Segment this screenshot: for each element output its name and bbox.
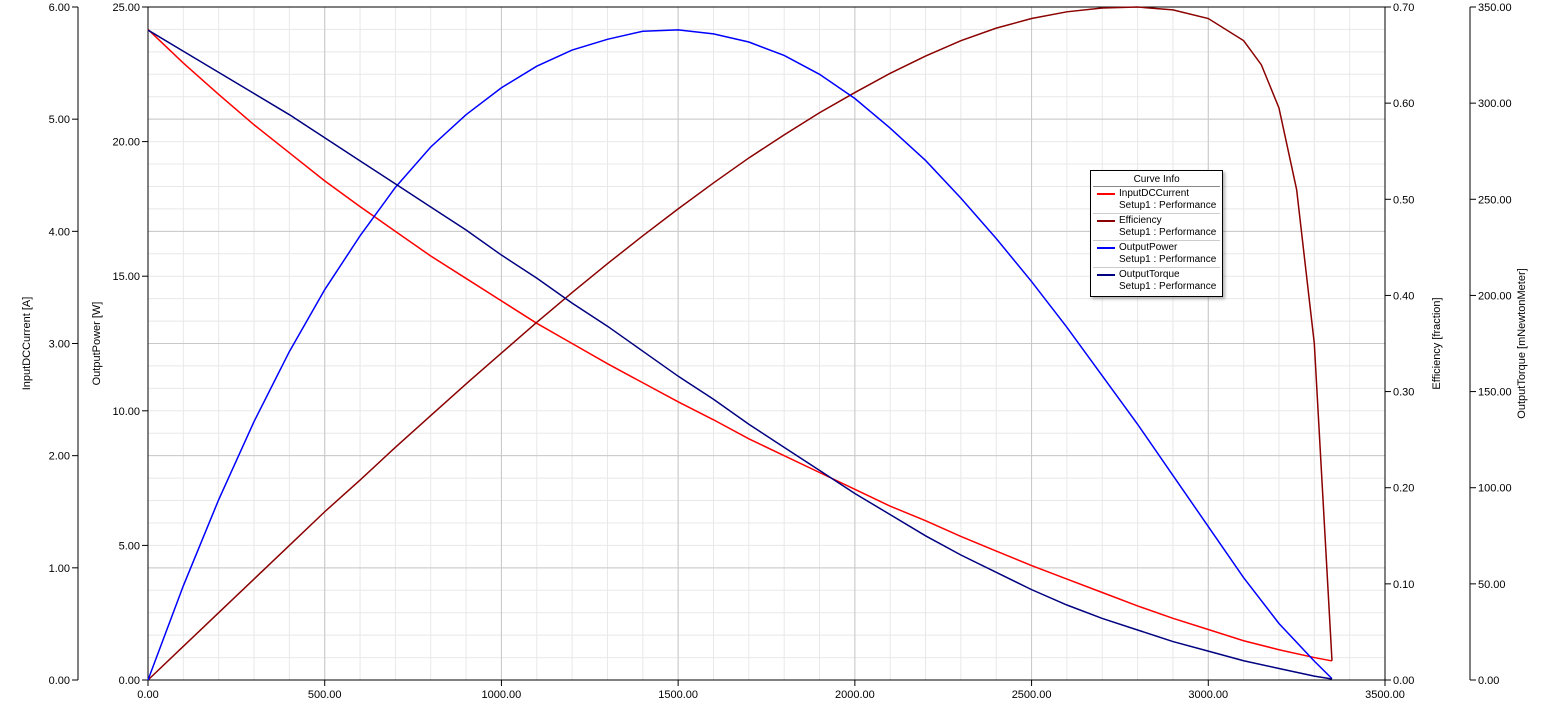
legend-text: InputDCCurrentSetup1 : Performance <box>1119 188 1216 212</box>
svg-text:0.60: 0.60 <box>1393 98 1414 110</box>
legend-swatch <box>1097 247 1115 249</box>
svg-text:1500.00: 1500.00 <box>658 689 698 701</box>
legend-item-inputdccurrent: InputDCCurrentSetup1 : Performance <box>1093 187 1220 214</box>
legend-text: OutputTorqueSetup1 : Performance <box>1119 269 1216 293</box>
svg-text:0.20: 0.20 <box>1393 483 1414 495</box>
legend-title: Curve Info <box>1093 173 1220 187</box>
svg-text:0.40: 0.40 <box>1393 290 1414 302</box>
svg-text:0.00: 0.00 <box>1393 675 1414 687</box>
legend-text: EfficiencySetup1 : Performance <box>1119 215 1216 239</box>
svg-text:0.00: 0.00 <box>119 675 140 687</box>
svg-text:3000.00: 3000.00 <box>1188 689 1228 701</box>
svg-text:OutputTorque [mNewtonMeter]: OutputTorque [mNewtonMeter] <box>1516 268 1528 418</box>
chart-container: 0.00 500.00 1000.00 1500.00 2000.00 2500.00 30… <box>0 0 1554 723</box>
svg-text:500.00: 500.00 <box>308 689 342 701</box>
svg-text:1.00: 1.00 <box>49 563 70 575</box>
svg-text:200.00: 200.00 <box>1478 290 1512 302</box>
svg-text:4.00: 4.00 <box>49 226 70 238</box>
svg-text:0.50: 0.50 <box>1393 194 1414 206</box>
legend-text: OutputPowerSetup1 : Performance <box>1119 242 1216 266</box>
svg-text:0.30: 0.30 <box>1393 387 1414 399</box>
svg-text:10.00: 10.00 <box>112 406 140 418</box>
svg-text:0.00: 0.00 <box>49 675 70 687</box>
svg-text:50.00: 50.00 <box>1478 579 1506 591</box>
legend-box: Curve Info InputDCCurrentSetup1 : Perfor… <box>1090 170 1223 297</box>
legend-item-outputtorque: OutputTorqueSetup1 : Performance <box>1093 268 1220 294</box>
svg-text:6.00: 6.00 <box>49 2 70 14</box>
svg-text:250.00: 250.00 <box>1478 194 1512 206</box>
svg-text:3.00: 3.00 <box>49 339 70 351</box>
legend-swatch <box>1097 220 1115 222</box>
svg-text:0.10: 0.10 <box>1393 579 1414 591</box>
svg-text:0.00: 0.00 <box>1478 675 1499 687</box>
svg-text:350.00: 350.00 <box>1478 2 1512 14</box>
svg-text:3500.00: 3500.00 <box>1365 689 1405 701</box>
svg-text:25.00: 25.00 <box>112 2 140 14</box>
legend-item-efficiency: EfficiencySetup1 : Performance <box>1093 214 1220 241</box>
svg-text:2000.00: 2000.00 <box>835 689 875 701</box>
legend-swatch <box>1097 193 1115 195</box>
svg-text:0.70: 0.70 <box>1393 2 1414 14</box>
svg-text:0.00: 0.00 <box>137 689 158 701</box>
svg-text:15.00: 15.00 <box>112 271 140 283</box>
svg-text:100.00: 100.00 <box>1478 483 1512 495</box>
svg-text:300.00: 300.00 <box>1478 98 1512 110</box>
svg-text:20.00: 20.00 <box>112 137 140 149</box>
svg-text:5.00: 5.00 <box>119 540 140 552</box>
chart-svg: 0.00 500.00 1000.00 1500.00 2000.00 2500.00 30… <box>0 0 1554 723</box>
svg-text:InputDCCurrent [A]: InputDCCurrent [A] <box>21 297 33 391</box>
svg-text:1000.00: 1000.00 <box>482 689 522 701</box>
svg-text:5.00: 5.00 <box>49 114 70 126</box>
legend-swatch <box>1097 274 1115 276</box>
svg-text:150.00: 150.00 <box>1478 387 1512 399</box>
legend-items: InputDCCurrentSetup1 : Performance Effici… <box>1093 187 1220 294</box>
svg-text:OutputPower [W]: OutputPower [W] <box>91 302 103 386</box>
legend-item-outputpower: OutputPowerSetup1 : Performance <box>1093 241 1220 268</box>
svg-text:2500.00: 2500.00 <box>1012 689 1052 701</box>
svg-text:2.00: 2.00 <box>49 451 70 463</box>
svg-text:Efficiency [fraction]: Efficiency [fraction] <box>1431 297 1443 389</box>
